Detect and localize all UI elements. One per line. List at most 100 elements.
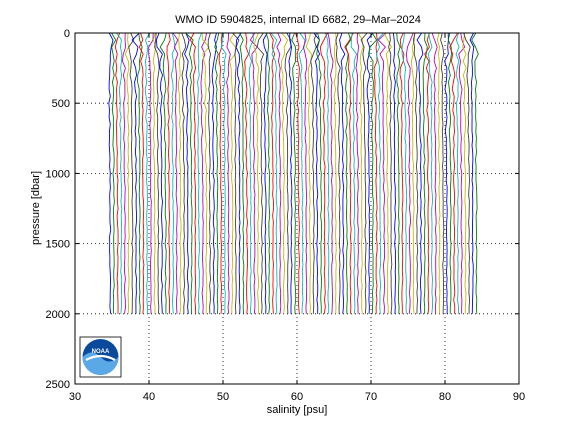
profile-line xyxy=(200,32,207,314)
profile-line xyxy=(159,32,167,314)
profile-line xyxy=(138,32,145,314)
profile-line xyxy=(152,32,157,314)
profile-line xyxy=(284,32,292,314)
profile-line xyxy=(256,32,265,314)
x-tick-label: 50 xyxy=(217,391,229,403)
profile-line xyxy=(229,32,236,314)
profile-line xyxy=(298,32,306,314)
profile-line xyxy=(253,32,260,314)
profile-line xyxy=(313,32,321,314)
profile-line xyxy=(232,32,240,314)
logo-text: NOAA xyxy=(92,349,110,355)
profile-line xyxy=(128,32,135,314)
y-tick-label: 500 xyxy=(52,98,70,110)
profile-line xyxy=(368,32,378,314)
profile-line xyxy=(249,32,258,314)
profile-line xyxy=(388,32,393,314)
profile-line xyxy=(405,32,414,314)
profile-line xyxy=(181,32,187,314)
profile-line xyxy=(185,32,194,314)
profile-line xyxy=(424,32,430,314)
profile-line xyxy=(131,32,140,314)
profile-line xyxy=(447,32,452,314)
profile-line xyxy=(305,32,312,314)
profile-line xyxy=(412,32,419,314)
x-axis: 30 40 50 60 70 80 90 xyxy=(69,33,525,403)
profile-line xyxy=(462,32,467,314)
profile-line xyxy=(436,32,441,314)
profile-line xyxy=(220,32,227,314)
profile-line xyxy=(184,32,190,314)
profile-line xyxy=(211,32,217,314)
x-axis-title: salinity [psu] xyxy=(267,404,328,416)
x-tick-label: 30 xyxy=(69,391,81,403)
profile-line xyxy=(357,32,364,314)
y-tick-label: 1500 xyxy=(46,239,70,251)
profile-line xyxy=(449,32,459,314)
profile-line xyxy=(316,32,323,314)
profile-line xyxy=(197,32,202,314)
y-tick-label: 0 xyxy=(64,28,70,40)
profile-line xyxy=(207,32,212,314)
profile-line xyxy=(310,32,317,314)
profile-line xyxy=(214,32,220,314)
profile-line xyxy=(440,32,445,314)
y-tick-label: 2000 xyxy=(46,309,70,321)
profile-line xyxy=(235,32,242,314)
profile-line xyxy=(366,32,374,314)
profile-line xyxy=(166,32,171,314)
profile-line xyxy=(422,32,428,314)
profile-line xyxy=(226,32,231,314)
profile-line xyxy=(154,32,160,314)
grid-lines xyxy=(75,33,519,384)
profile-line xyxy=(302,32,308,314)
profile-line xyxy=(319,32,328,314)
profile-line xyxy=(265,32,271,314)
profile-line xyxy=(239,32,245,314)
profile-line xyxy=(324,32,330,314)
profile-line xyxy=(121,32,127,314)
logo-bird xyxy=(85,354,116,361)
x-tick-label: 40 xyxy=(143,391,155,403)
profile-line xyxy=(262,32,268,314)
profile-line xyxy=(124,32,130,314)
profile-line xyxy=(269,32,276,314)
profile-line xyxy=(350,32,358,314)
profile-line xyxy=(455,32,460,314)
profile-line xyxy=(360,32,368,314)
profile-line xyxy=(392,32,397,314)
profile-line xyxy=(295,32,300,314)
profile-lines xyxy=(108,32,479,314)
profile-line xyxy=(114,32,121,314)
profile-line xyxy=(355,32,360,314)
profile-line xyxy=(244,32,250,314)
profile-line xyxy=(333,32,337,314)
profile-line xyxy=(458,32,466,314)
profile-line xyxy=(375,32,384,314)
profile-line xyxy=(377,32,387,314)
profile-line xyxy=(178,32,182,314)
profile-line xyxy=(339,32,346,314)
profile-line xyxy=(431,32,438,314)
profile-line xyxy=(281,32,289,314)
profile-line xyxy=(111,32,117,314)
profile-line xyxy=(327,32,334,314)
profile-line xyxy=(463,32,471,314)
profile-line xyxy=(427,32,434,314)
profile-line xyxy=(288,32,293,314)
profile-line xyxy=(373,32,378,314)
x-tick-label: 60 xyxy=(291,391,303,403)
profile-line xyxy=(396,32,401,314)
profile-line xyxy=(172,32,179,314)
profile-line xyxy=(344,32,354,314)
profile-line xyxy=(108,32,114,314)
profile-line xyxy=(471,32,479,314)
profile-line xyxy=(155,32,163,314)
profile-line xyxy=(399,32,405,314)
profile-line xyxy=(401,32,408,314)
profile-line xyxy=(144,32,151,314)
y-axis-title: pressure [dbar] xyxy=(30,171,42,245)
profile-line xyxy=(410,32,415,314)
profile-line xyxy=(116,32,123,314)
